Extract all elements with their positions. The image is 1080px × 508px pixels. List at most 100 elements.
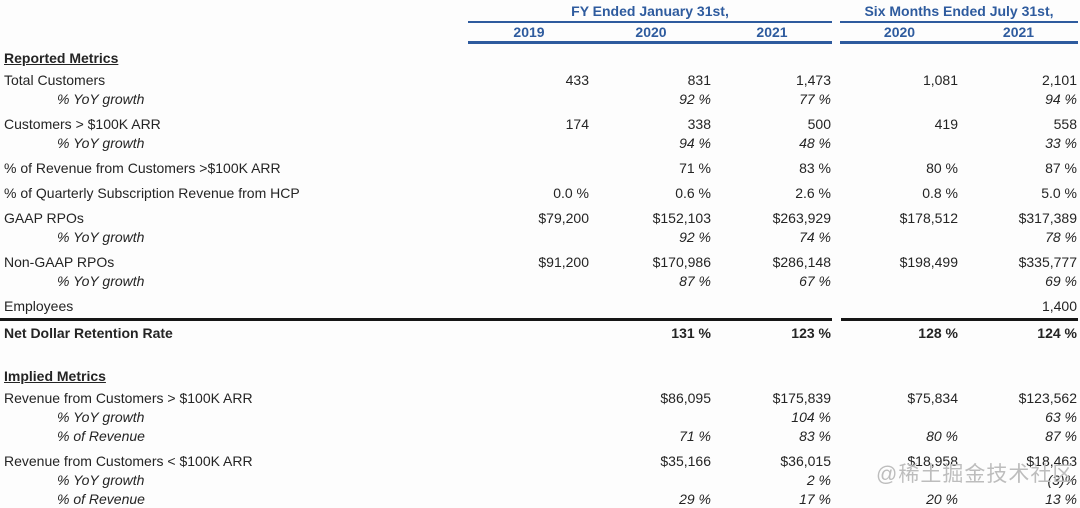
year-header: 2020 (883, 23, 916, 40)
cell-value: 5.0 % (1041, 184, 1077, 201)
cell-value: $335,777 (1018, 253, 1077, 270)
section: Reported Metrics Total Customers 433 831 1,4… (0, 50, 1080, 342)
table-row: % YoY growth 92 % 77 % 94 % (0, 89, 1080, 108)
cell-value: $18,958 (907, 452, 958, 469)
cell-value: 2 % (806, 471, 831, 488)
cell-value: 419 (934, 115, 958, 132)
column-group-fy: FY Ended January 31st, 2019 2020 2021 (468, 3, 832, 44)
table-row: % YoY growth 92 % 74 % 78 % (0, 227, 1080, 246)
row-label: Customers > $100K ARR (4, 115, 161, 132)
year-row-six-months: 2020 2021 (840, 23, 1078, 40)
cell-value: 69 % (1045, 272, 1077, 289)
section: Implied Metrics Revenue from Customers > … (0, 368, 1080, 508)
group-gap (832, 3, 840, 44)
cell-value: 104 % (791, 408, 831, 425)
cell-value: 87 % (679, 272, 711, 289)
table-row: % of Quarterly Subscription Revenue from… (0, 183, 1080, 202)
cell-value: 94 % (1045, 90, 1077, 107)
table-row: % of Revenue from Customers >$100K ARR 71… (0, 158, 1080, 177)
rule-gap (832, 318, 841, 321)
cell-value: 17 % (799, 490, 831, 507)
table-row: % of Revenue 29 % 17 % 20 % 13 % (0, 489, 1080, 508)
table-row: GAAP RPOs $79,200 $152,103 $263,929 $178,512… (0, 208, 1080, 227)
row-label: Net Dollar Retention Rate (4, 324, 173, 341)
cell-value: 67 % (799, 272, 831, 289)
cell-value: 174 (565, 115, 589, 132)
row-label: % YoY growth (57, 272, 145, 289)
cell-value: $36,015 (780, 452, 831, 469)
row-label: Revenue from Customers < $100K ARR (4, 452, 253, 469)
cell-value: $317,389 (1018, 209, 1077, 226)
section-title-reported-metrics: Reported Metrics (4, 50, 119, 66)
row-label: Total Customers (4, 71, 106, 88)
table-row: % of Revenue 71 % 83 % 80 % 87 % (0, 426, 1080, 445)
cell-value: 80 % (926, 159, 958, 176)
cell-value: 77 % (799, 90, 831, 107)
cell-value: $286,148 (772, 253, 831, 270)
header-rule-thick-fy (468, 41, 832, 44)
cell-value: 1,400 (1041, 297, 1077, 314)
year-header: 2021 (756, 23, 788, 40)
cell-value: 87 % (1045, 427, 1077, 444)
cell-value: $91,200 (538, 253, 589, 270)
year-header: 2019 (513, 23, 545, 40)
cell-value: 0.0 % (553, 184, 589, 201)
table-row: Total Customers 433 831 1,473 1,081 2,101 (0, 70, 1080, 89)
row-label: % YoY growth (57, 228, 145, 245)
cell-value: $86,095 (660, 389, 711, 406)
cell-value: 0.6 % (675, 184, 711, 201)
cell-value: 500 (807, 115, 831, 132)
cell-value: $75,834 (907, 389, 958, 406)
row-label: % of Quarterly Subscription Revenue from… (4, 184, 300, 201)
cell-value: 29 % (679, 490, 711, 507)
row-label: Employees (4, 297, 74, 314)
cell-value: $170,986 (652, 253, 711, 270)
table-row: % YoY growth 87 % 67 % 69 % (0, 271, 1080, 290)
cell-value: 2.6 % (795, 184, 831, 201)
cell-value: (3)% (1047, 471, 1077, 488)
cell-value: 2,101 (1041, 71, 1077, 88)
table-row: Net Dollar Retention Rate 131 % 123 % 128 %… (0, 323, 1080, 342)
cell-value: 13 % (1045, 490, 1077, 507)
cell-value: $198,499 (899, 253, 958, 270)
cell-value: 128 % (918, 324, 958, 341)
table-row: % YoY growth 94 % 48 % 33 % (0, 133, 1080, 152)
header-label-spacer (0, 3, 468, 44)
cell-value: 558 (1053, 115, 1077, 132)
cell-value: 63 % (1045, 408, 1077, 425)
year-header: 2021 (1002, 23, 1035, 40)
cell-value: 1,081 (922, 71, 958, 88)
cell-value: 831 (687, 71, 711, 88)
cell-value: 33 % (1045, 134, 1077, 151)
cell-value: 92 % (679, 228, 711, 245)
cell-value: $175,839 (772, 389, 831, 406)
cell-value: 87 % (1045, 159, 1077, 176)
table-row: Employees 1,400 (0, 296, 1080, 315)
group-title-fy: FY Ended January 31st, (571, 3, 729, 19)
table-row: Non-GAAP RPOs $91,200 $170,986 $286,148 $198… (0, 252, 1080, 271)
row-label: % of Revenue from Customers >$100K ARR (4, 159, 281, 176)
table-row: Customers > $100K ARR 174 338 500 419 558 (0, 114, 1080, 133)
row-label: Non-GAAP RPOs (4, 253, 115, 270)
section-title-implied-metrics: Implied Metrics (4, 368, 106, 384)
rule-segment (0, 318, 832, 321)
cell-value: 80 % (926, 427, 958, 444)
cell-value: 74 % (799, 228, 831, 245)
cell-value: 71 % (679, 427, 711, 444)
cell-value: $79,200 (538, 209, 589, 226)
cell-value: $18,463 (1026, 452, 1077, 469)
cell-value: $35,166 (660, 452, 711, 469)
year-row-fy: 2019 2020 2021 (468, 23, 832, 40)
cell-value: 123 % (791, 324, 831, 341)
table-row: % YoY growth 2 % (3)% (0, 470, 1080, 489)
rule-segment (841, 318, 1078, 321)
year-header: 2020 (635, 23, 667, 40)
cell-value: 124 % (1037, 324, 1077, 341)
header-rule-thick-sm (840, 41, 1078, 44)
cell-value: 433 (565, 71, 589, 88)
cell-value: 0.8 % (922, 184, 958, 201)
table-row: Revenue from Customers < $100K ARR $35,16… (0, 451, 1080, 470)
row-label: % YoY growth (57, 90, 145, 107)
table-body: Reported Metrics Total Customers 433 831 1,4… (0, 50, 1080, 508)
